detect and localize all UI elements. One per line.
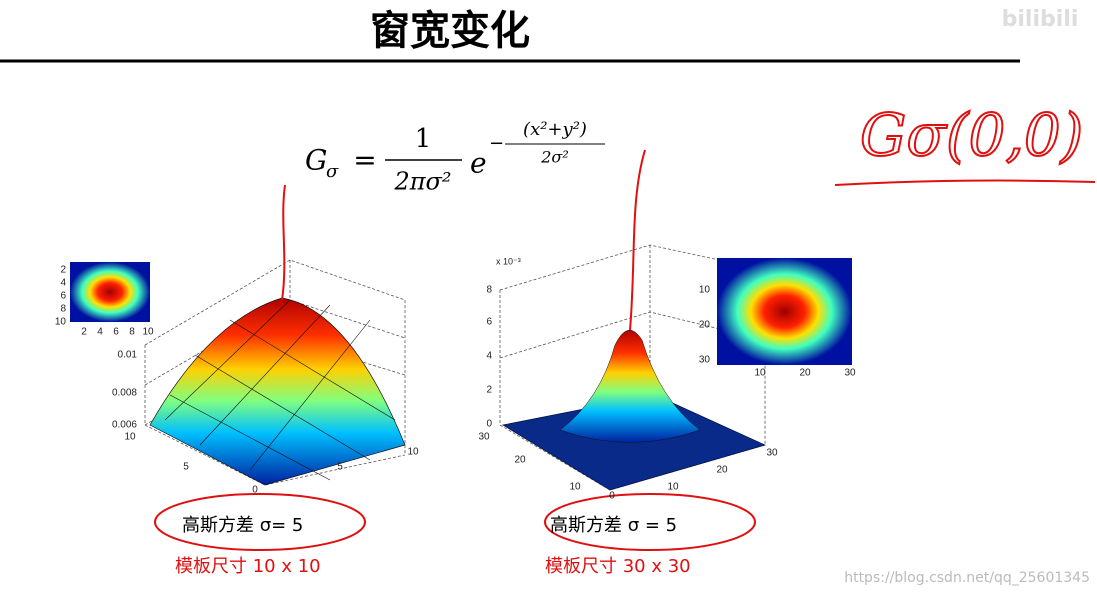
surface-mesh — [164, 299, 396, 481]
inset-x-tick: 10 — [754, 368, 766, 379]
annotation-ellipse — [154, 493, 366, 551]
axis-tick: 0 — [252, 485, 258, 496]
formula-denominator: 2πσ² — [393, 168, 451, 196]
handwritten-note: Gσ(0,0) — [860, 101, 1083, 169]
inset-y-tick: 20 — [699, 320, 711, 331]
z-tick: 0.008 — [112, 388, 137, 399]
axis-tick: 20 — [514, 455, 526, 466]
caption-template: 模板尺寸 10 x 10 — [175, 556, 321, 577]
caption-sigma: 高斯方差 σ = 5 — [550, 515, 677, 536]
z-tick: 0 — [486, 419, 492, 430]
annotation-ellipse — [544, 493, 756, 551]
watermark: https://blog.csdn.net/qq_25601345 — [844, 570, 1090, 586]
underline — [834, 179, 1096, 186]
formula-numerator: 1 — [415, 124, 432, 154]
z-tick: 2 — [486, 385, 492, 396]
axis-tick: 10 — [569, 482, 581, 493]
inset-y-tick: 6 — [60, 291, 66, 302]
inset-x-tick: 4 — [97, 327, 103, 338]
inset-x-tick: 8 — [129, 327, 135, 338]
inset-x-tick: 6 — [113, 327, 119, 338]
axis-tick: 30 — [766, 448, 778, 459]
logo: bilibili — [1002, 7, 1079, 32]
axis-tick: 30 — [478, 432, 490, 443]
inset-x-tick: 20 — [799, 368, 811, 379]
axis-tick: 10 — [124, 432, 136, 443]
formula-subscript: σ — [326, 161, 339, 182]
inset-x-tick: 10 — [142, 327, 154, 338]
caption-sigma: 高斯方差 σ= 5 — [182, 515, 303, 536]
inset-image — [717, 258, 852, 365]
inset-y-tick: 4 — [60, 278, 66, 289]
inset-y-tick: 2 — [60, 265, 66, 276]
annotation-stroke — [629, 149, 646, 331]
exponent-numerator: (x²+y²) — [523, 119, 587, 140]
surface — [559, 330, 701, 443]
axis-tick: 10 — [407, 447, 419, 458]
axes-box — [499, 244, 766, 491]
z-tick: 6 — [486, 317, 492, 328]
z-tick: 4 — [486, 351, 492, 362]
caption-template: 模板尺寸 30 x 30 — [545, 556, 691, 577]
inset-y-tick: 30 — [699, 355, 711, 366]
axis-tick: 10 — [667, 482, 679, 493]
figure-right: x 10⁻³ 高斯方差 σ = 5 模板尺寸 30 x 30 — [496, 149, 852, 577]
exponent-sign: − — [489, 133, 504, 154]
z-tick: 8 — [486, 285, 492, 296]
axis-tick: 5 — [337, 462, 343, 473]
annotation-stroke — [281, 184, 286, 301]
inset-image — [70, 262, 150, 322]
slide-title: 窗宽变化 — [370, 8, 530, 54]
formula-lhs: G — [305, 144, 327, 177]
exponent-denominator: 2σ² — [540, 148, 569, 167]
z-tick: 0.01 — [118, 350, 138, 361]
inset-y-tick: 8 — [60, 304, 66, 315]
formula: G σ = 1 2πσ² e − (x²+y²) 2σ² — [305, 119, 605, 196]
axis-tick: 20 — [716, 465, 728, 476]
axis-tick: 0 — [609, 491, 615, 502]
z-tick: 0.006 — [112, 420, 137, 431]
inset-y-tick: 10 — [699, 285, 711, 296]
inset-x-tick: 30 — [844, 368, 856, 379]
surface — [149, 297, 406, 486]
formula-base: e — [470, 147, 487, 180]
formula-equals: = — [353, 144, 376, 177]
handwriting: Gσ(0,0) — [834, 100, 1096, 186]
axis-tick: 5 — [183, 462, 189, 473]
z-multiplier: x 10⁻³ — [496, 256, 521, 266]
figure-left: 高斯方差 σ= 5 模板尺寸 10 x 10 — [70, 184, 406, 577]
inset-x-tick: 2 — [81, 327, 87, 338]
inset-y-tick: 10 — [55, 317, 67, 328]
